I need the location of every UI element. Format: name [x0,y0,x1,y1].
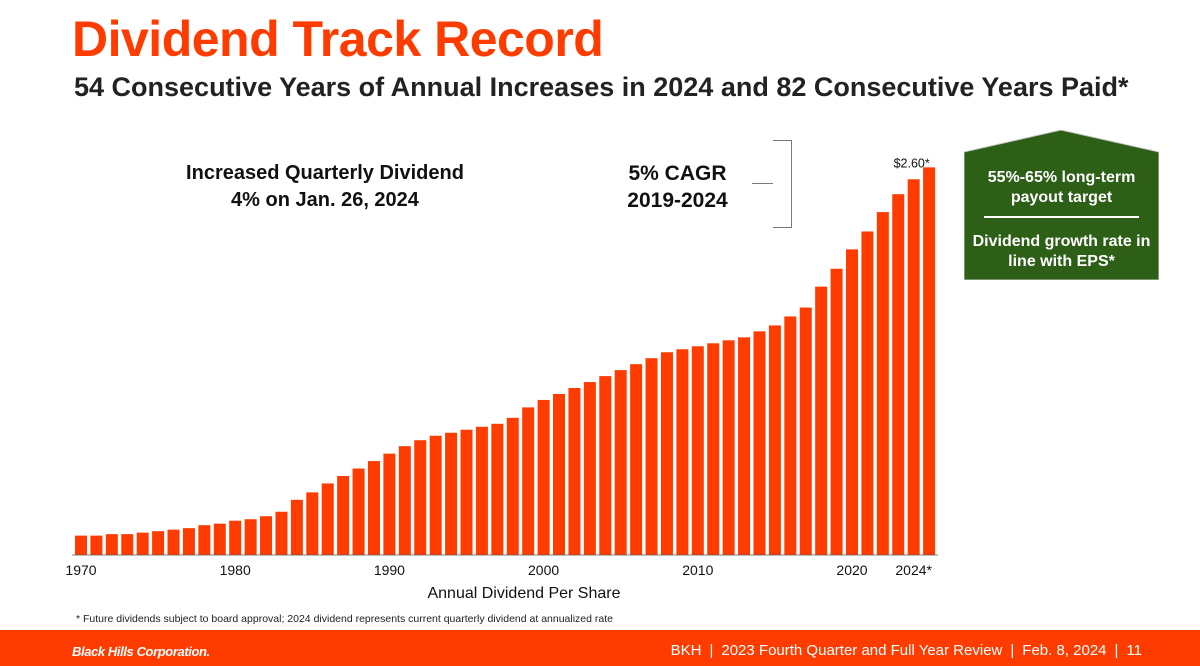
bar-1981 [244,519,257,555]
dividend-increase-note: Increased Quarterly Dividend 4% on Jan. … [140,160,510,214]
bar-1984 [290,499,303,555]
bar-2003 [583,382,596,555]
bar-1993 [429,435,442,555]
footer-date: Feb. 8, 2024 [1022,642,1107,659]
bar-1996 [475,426,488,555]
cagr-note: 5% CAGR 2019-2024 [590,160,765,214]
x-axis-label: Annual Dividend Per Share [427,585,620,602]
bar-1991 [398,446,411,555]
footer-report: 2023 Fourth Quarter and Full Year Review [721,642,1003,659]
callout-shape [964,130,1159,280]
page-title: Dividend Track Record [72,11,604,67]
bar-2007 [645,358,658,555]
x-tick-label: 1990 [374,562,405,578]
bar-1992 [414,440,427,555]
bar-1997 [491,423,504,555]
x-tick-label: 2024* [895,562,932,578]
bar-1995 [460,429,473,555]
bar-2009 [676,349,689,555]
bar-1975 [152,531,165,555]
bar-1989 [367,461,380,555]
bar-1983 [275,511,288,555]
bar-2016 [784,316,797,555]
callout-divider [984,216,1139,218]
bar-2010 [691,346,704,555]
bar-2000 [537,399,550,555]
footnote: * Future dividends subject to board appr… [76,613,613,625]
payout-callout: 55%-65% long-term payout target Dividend… [964,130,1159,280]
cagr-line1: 5% CAGR [628,162,727,185]
data-label: $2.60* [894,156,930,170]
bar-2024* [907,179,920,556]
growth-rate-text: Dividend growth rate in line with EPS* [972,233,1151,270]
bar-2021 [861,231,874,555]
bar-2019 [830,268,843,555]
bar-1972 [105,534,118,555]
bar-2014 [753,331,766,555]
x-tick-label: 2000 [528,562,559,578]
bar-2006 [630,364,643,555]
bar-1973 [121,534,134,555]
bar-2008 [660,352,673,555]
footer-ticker: BKH [670,642,702,659]
dividend-increase-line1: Increased Quarterly Dividend [186,162,464,184]
bar-2013 [738,337,751,555]
bar-2023 [892,194,905,555]
bar-1982 [260,516,273,555]
bar-1994 [445,432,458,555]
bar-1971 [90,535,103,555]
bar-2012 [722,340,735,555]
bar-1978 [198,525,211,555]
cagr-line2: 2019-2024 [627,189,728,212]
bar-1979 [213,523,226,555]
bar-2017 [799,307,812,555]
bar-2005 [614,370,627,555]
bar-undefined [923,167,936,555]
bar-1990 [383,453,396,555]
bar-2004 [599,376,612,555]
footer-separator: | [709,642,714,659]
cagr-bracket [773,140,792,228]
bar-1986 [321,483,334,555]
bar-2011 [707,343,720,555]
dividend-bar-chart: 1970 1980 1990 2000 2010 2020 2024* Annual Divi… [65,156,939,602]
bar-2001 [553,393,566,555]
dividend-increase-line2: 4% on Jan. 26, 2024 [231,189,419,211]
footer-info: BKH | 2023 Fourth Quarter and Full Year Re… [671,642,1142,659]
bar-2015 [768,325,781,555]
bar-1970 [75,535,87,555]
bar-1974 [136,532,149,555]
bar-1977 [182,528,195,555]
x-tick-label: 2020 [836,562,867,578]
cagr-bracket-tick [752,183,773,184]
bar-1980 [229,520,242,555]
bar-1988 [352,468,365,555]
x-tick-label: 2010 [682,562,713,578]
bar-1999 [522,407,535,555]
footer-separator: | [1010,642,1015,659]
bar-1987 [337,475,350,555]
bar-2020 [846,249,858,555]
x-tick-label: 1970 [65,562,96,578]
bar-1985 [306,492,319,555]
company-logo: Black Hills Corporation. [72,644,210,659]
footer-bar: Black Hills Corporation. BKH | 2023 Fourth… [0,630,1200,666]
bar-1976 [167,529,180,555]
bar-1998 [506,417,519,555]
footer-separator: | [1114,642,1119,659]
x-tick-label: 1980 [220,562,251,578]
bar-2022 [876,212,889,555]
bar-2002 [568,388,581,555]
bar-2018 [815,286,828,555]
payout-target-text: 55%-65% long-term payout target [987,169,1136,206]
footer-page-number: 11 [1126,642,1142,659]
page-subtitle: 54 Consecutive Years of Annual Increases… [74,72,1129,102]
